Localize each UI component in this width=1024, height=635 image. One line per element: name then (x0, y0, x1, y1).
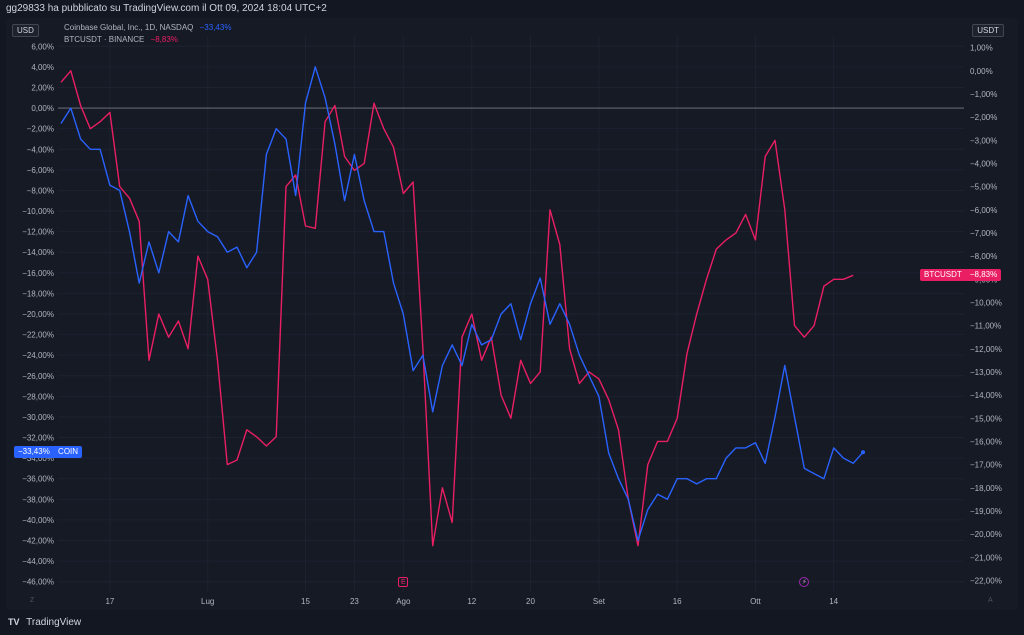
legend-coin-name: Coinbase Global, Inc., 1D, NASDAQ (64, 23, 194, 32)
coin-tag-symbol: COIN (58, 447, 79, 457)
right-axis-tick-label: −12,00% (970, 345, 1002, 354)
left-axis-tick-label: −10,00% (22, 207, 54, 216)
right-axis-tick-label: −16,00% (970, 437, 1002, 446)
left-axis-tick-label: −8,00% (27, 186, 54, 195)
right-axis-tick-label: −15,00% (970, 414, 1002, 423)
left-axis-tick-label: −24,00% (22, 351, 54, 360)
right-axis-tick-label: 0,00% (970, 67, 993, 76)
left-currency-label[interactable]: USD (12, 24, 39, 37)
coin-price-tag: −33,43% COIN (14, 446, 83, 459)
btc-price-tag: BTCUSDT −8,83% (920, 269, 1002, 282)
right-axis-tick-label: −1,00% (970, 90, 997, 99)
left-axis-tick-label: −2,00% (27, 125, 54, 134)
earnings-icon[interactable]: E (398, 577, 409, 587)
right-axis-tick-label: −19,00% (970, 507, 1002, 516)
x-axis-tick-label: 23 (350, 597, 359, 606)
right-axis-tick-label: −10,00% (970, 298, 1002, 307)
right-axis-tick-label: −4,00% (970, 159, 997, 168)
corner-left-label: Z (30, 597, 35, 604)
btcusdt-series-line (60, 70, 854, 547)
chart-panel[interactable]: 6,00% 4,00% 2,00% 0,00% −2,00% −4,00% −6,00% −8… (6, 18, 1018, 610)
left-axis-tick-label: −18,00% (22, 289, 54, 298)
right-axis-tick-label: −7,00% (970, 229, 997, 238)
right-axis-tick-label: −3,00% (970, 136, 997, 145)
left-axis-tick-label: −32,00% (22, 434, 54, 443)
legend-btc-name: BTCUSDT · BINANCE (64, 35, 145, 44)
legend-btc-change: −8,83% (150, 35, 178, 44)
x-axis-tick-label: Lug (201, 597, 214, 606)
right-axis-tick-label: −6,00% (970, 206, 997, 215)
tradingview-logo-icon: TV (8, 617, 20, 627)
x-axis-tick-label: 20 (526, 597, 535, 606)
corner-right-label: A (988, 597, 993, 604)
left-axis-tick-label: −6,00% (27, 166, 54, 175)
left-axis-tick-label: −34,00% (22, 454, 54, 463)
left-axis-tick-label: −42,00% (22, 537, 54, 546)
left-axis-tick-label: −30,00% (22, 413, 54, 422)
right-axis-tick-label: −2,00% (970, 113, 997, 122)
legend: Coinbase Global, Inc., 1D, NASDAQ −33,43… (64, 22, 231, 46)
coin-series-line (60, 66, 864, 542)
zoom-corner-icon[interactable]: Z (30, 597, 34, 604)
footer-brand: TradingView (26, 617, 82, 628)
auto-scale-corner-icon[interactable]: A (988, 597, 993, 604)
chart-canvas[interactable]: 6,00% 4,00% 2,00% 0,00% −2,00% −4,00% −6,00% −8… (6, 18, 1018, 610)
right-axis-tick-label: −20,00% (970, 530, 1002, 539)
right-axis-tick-label: 1,00% (970, 44, 993, 53)
left-axis-tick-label: −38,00% (22, 495, 54, 504)
lightning-icon[interactable]: ⚡ (799, 577, 810, 587)
legend-coin-change: −33,43% (199, 23, 232, 32)
btc-tag-symbol: BTCUSDT (924, 270, 962, 280)
publish-info-bar: gg29833 ha pubblicato su TradingView.com… (0, 0, 1024, 18)
left-axis-tick-label: −44,00% (22, 557, 54, 566)
legend-row-btc[interactable]: BTCUSDT · BINANCE −8,83% (64, 34, 231, 46)
x-axis-tick-label: Ago (396, 597, 411, 606)
right-axis-tick-label: −14,00% (970, 391, 1002, 400)
left-axis-tick-label: −36,00% (22, 475, 54, 484)
left-axis-tick-label: −22,00% (22, 331, 54, 340)
x-axis-tick-label: 12 (467, 597, 476, 606)
left-axis-tick-label: 6,00% (31, 42, 54, 51)
lightning-glyph: ⚡ (801, 579, 807, 586)
x-axis-tick-label: Set (593, 597, 606, 606)
left-axis-tick-label: −28,00% (22, 392, 54, 401)
right-axis-tick-label: −13,00% (970, 368, 1002, 377)
right-axis-tick-label: −11,00% (970, 322, 1001, 331)
left-axis-tick-label: −14,00% (22, 248, 54, 257)
left-axis-tick-label: −46,00% (22, 578, 54, 587)
legend-row-coin[interactable]: Coinbase Global, Inc., 1D, NASDAQ −33,43… (64, 22, 231, 34)
left-axis-tick-label: 4,00% (31, 63, 54, 72)
footer: TV TradingView (0, 610, 1024, 634)
left-axis-tick-label: −20,00% (22, 310, 54, 319)
x-axis-tick-label: 16 (673, 597, 682, 606)
x-axis-tick-label: 14 (829, 597, 838, 606)
earnings-glyph: E (400, 579, 406, 586)
right-axis-tick-label: −17,00% (970, 461, 1002, 470)
left-axis-tick-label: −26,00% (22, 372, 54, 381)
right-axis-tick-label: −22,00% (970, 576, 1002, 585)
left-axis-tick-label: 2,00% (31, 83, 54, 92)
right-axis-tick-label: −21,00% (970, 553, 1002, 562)
right-axis-tick-label: −8,00% (970, 252, 997, 261)
coin-tag-value: −33,43% (18, 447, 50, 457)
right-axis-tick-label: −5,00% (970, 183, 997, 192)
right-axis-tick-label: −18,00% (970, 484, 1002, 493)
left-axis-tick-label: 0,00% (31, 104, 54, 113)
coin-last-point (861, 450, 865, 455)
btc-tag-value: −8,83% (969, 270, 998, 280)
left-axis-tick-label: −40,00% (22, 516, 54, 525)
left-axis-tick-label: −12,00% (22, 228, 54, 237)
published-text: gg29833 ha pubblicato su TradingView.com… (6, 3, 327, 14)
right-currency-label[interactable]: USDT (972, 24, 1004, 37)
x-axis-tick-label: Ott (750, 597, 761, 606)
left-axis-tick-label: −16,00% (22, 269, 54, 278)
left-axis-tick-label: −4,00% (27, 145, 54, 154)
x-axis-tick-label: 15 (301, 597, 310, 606)
x-axis-tick-label: 17 (105, 597, 114, 606)
